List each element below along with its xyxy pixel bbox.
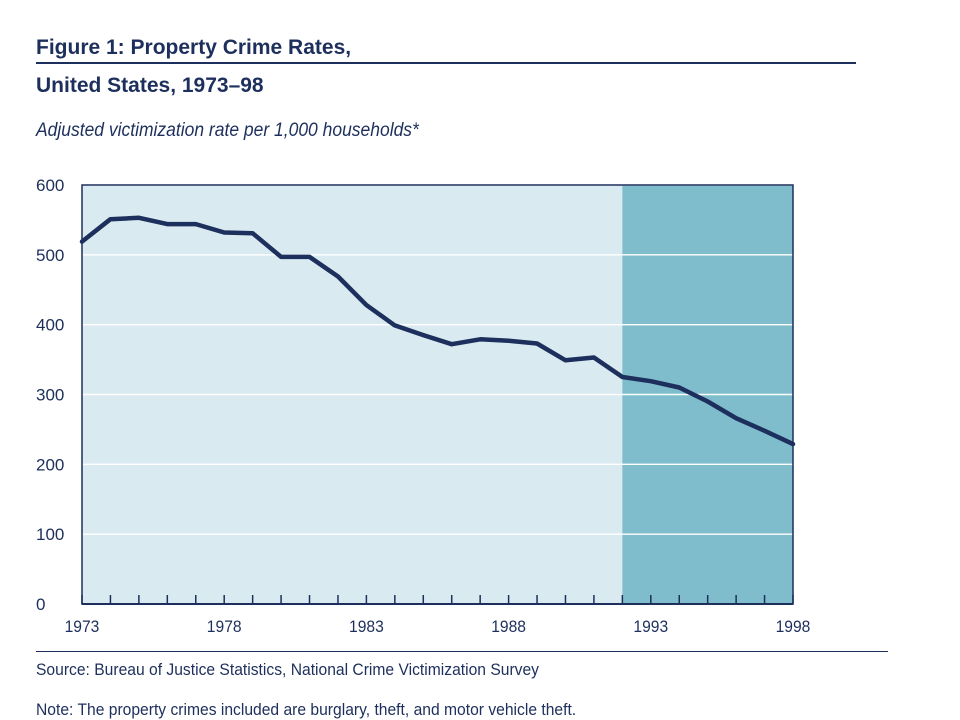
property-crime-line-chart: 1973 1978 1983 1988 1993 1998 0 100 200 300 400 500… [36,176,810,636]
chart-subtitle: Adjusted victimization rate per 1,000 ho… [36,120,419,141]
series-layer [79,215,796,447]
series-line-0 [79,215,796,447]
figure-title-line-1: Figure 1: Property Crime Rates, [36,36,352,59]
y-tick-label-0: 0 [36,595,45,614]
axes [81,184,794,605]
x-tick-label-1993: 1993 [633,617,668,636]
note-text: Note: The property crimes included are b… [36,700,577,719]
y-tick-label-300: 300 [36,386,64,405]
y-tick-label-200: 200 [36,455,64,474]
footer-divider [36,651,888,652]
x-tick-label-1998: 1998 [776,617,811,636]
tick-labels: 1973 1978 1983 1988 1993 1998 0 100 200 300 400 500… [36,176,810,636]
source-note: Source: Bureau of Justice Statistics, Na… [36,660,540,679]
title-underline [36,62,856,64]
figure-title-line-2: United States, 1973–98 [36,74,264,97]
x-tick-label-1988: 1988 [491,617,526,636]
y-tick-label-500: 500 [36,246,64,265]
y-tick-label-400: 400 [36,316,64,335]
y-tick-label-600: 600 [36,176,64,195]
x-tick-label-1983: 1983 [349,617,384,636]
x-tick-label-1978: 1978 [207,617,242,636]
x-tick-label-1973: 1973 [65,617,100,636]
y-tick-label-100: 100 [36,525,64,544]
